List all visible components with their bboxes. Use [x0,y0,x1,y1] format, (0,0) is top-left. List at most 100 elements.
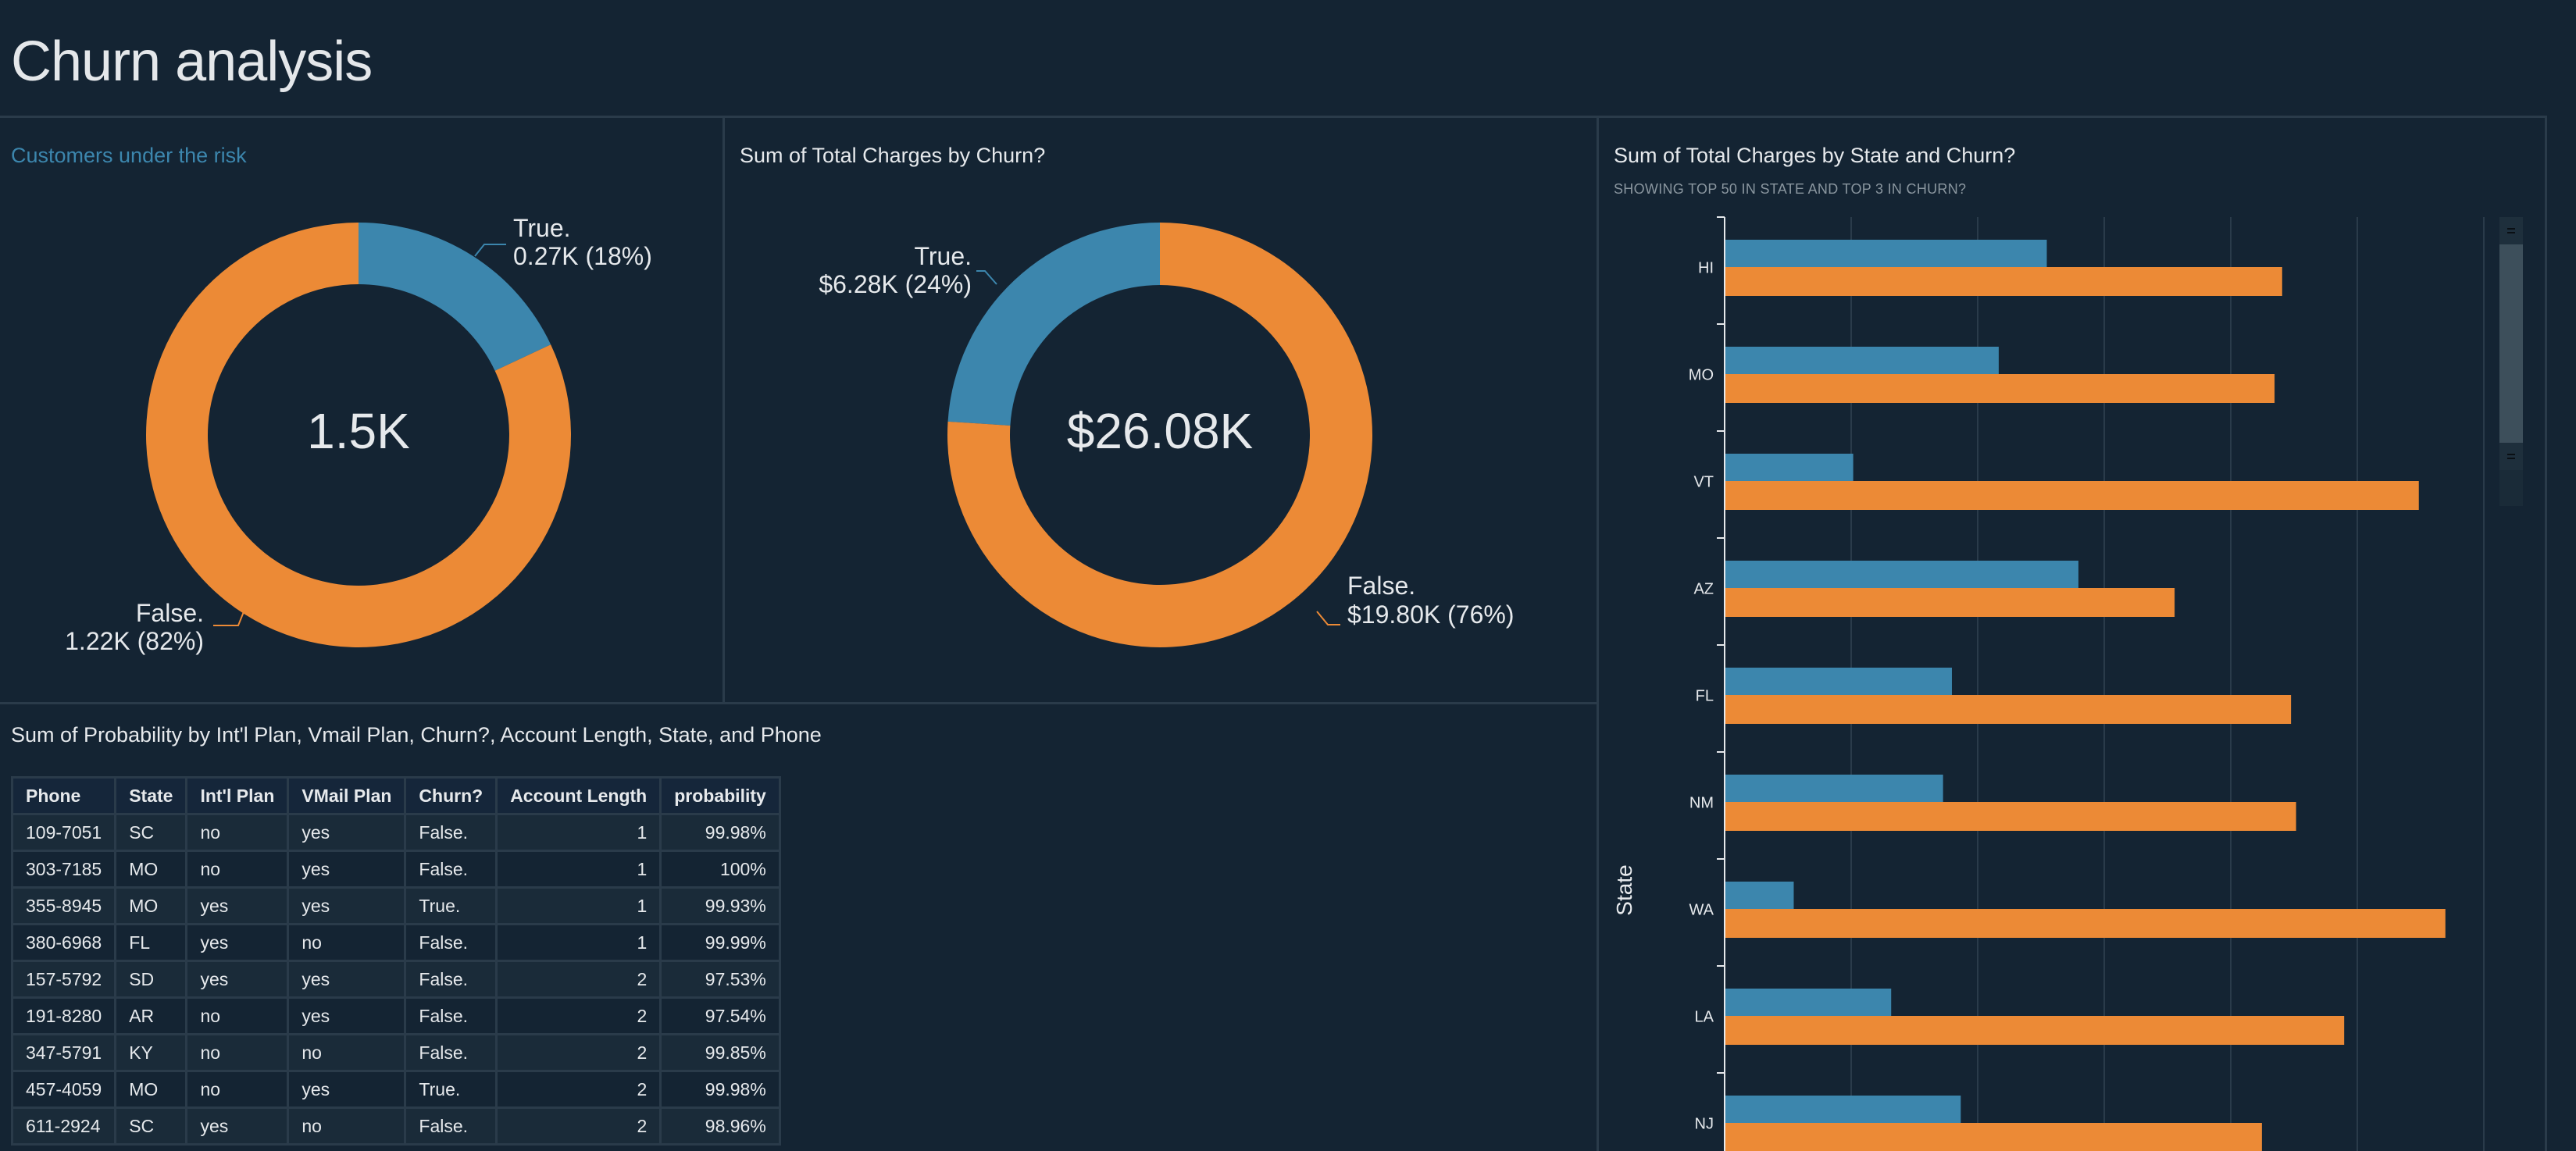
column-header-probability[interactable]: probability [659,776,781,815]
donut-slice-false[interactable] [947,223,1373,647]
chart-scrollbar[interactable] [2499,217,2523,506]
bar-az-false[interactable] [1725,588,2175,617]
table-cell: 97.54% [659,996,781,1035]
bar-fl-false[interactable] [1725,695,2292,724]
bar-la-false[interactable] [1725,1016,2345,1045]
table-cell: yes [287,886,407,925]
slice-label-name: False. [136,599,204,627]
leader-line-false [213,609,245,626]
y-tick-label: LA [1695,1008,1714,1025]
table-row[interactable]: 109-7051 SC no yes False. 1 99.98% [10,813,781,852]
table-cell: 2 [495,1033,662,1072]
divider-top [0,116,2547,118]
bar-mo-false[interactable] [1725,374,2275,403]
table-row[interactable]: 380-6968 FL yes no False. 1 99.99% [10,923,781,962]
table-row[interactable]: 611-2924 SC yes no False. 2 98.96% [10,1106,781,1146]
table-row[interactable]: 157-5792 SD yes yes False. 2 97.53% [10,960,781,999]
table-row[interactable]: 347-5791 KY no no False. 2 99.85% [10,1033,781,1072]
bar-wa-false[interactable] [1725,909,2446,938]
table-cell: 99.93% [659,886,781,925]
table-cell: 303-7185 [10,850,117,889]
table-cell: no [185,1070,290,1109]
table-cell: no [185,1033,290,1072]
scrollbar-thumb[interactable] [2499,244,2523,443]
y-axis-label: State [1612,864,1636,915]
bar-nj-true[interactable] [1725,1096,1961,1124]
table-cell: False. [404,960,498,999]
column-header-phone[interactable]: Phone [10,776,117,815]
donut-slice-true[interactable] [359,223,551,371]
table-row[interactable]: 457-4059 MO no yes True. 2 99.98% [10,1070,781,1109]
table-cell: True. [404,886,498,925]
scrollbar-top-handle[interactable] [2499,217,2523,244]
slice-label-value: 0.27K (18%) [513,242,652,270]
table-cell: SC [114,813,188,852]
bar-nm-false[interactable] [1725,802,2296,831]
table-cell: 2 [495,960,662,999]
table-cell: yes [287,960,407,999]
column-header-churn[interactable]: Churn? [404,776,498,815]
table-cell: 99.98% [659,813,781,852]
y-tick-label: FL [1696,687,1714,704]
bar-vt-false[interactable] [1725,481,2419,510]
table-cell: 2 [495,1106,662,1146]
bar-az-true[interactable] [1725,561,2078,590]
bar-la-true[interactable] [1725,989,1892,1017]
table-cell: MO [114,886,188,925]
table-row[interactable]: 303-7185 MO no yes False. 1 100% [10,850,781,889]
donut-center-value: 1.5K [307,403,410,459]
donut-slice-true[interactable] [947,223,1160,426]
y-tick-label: HI [1698,259,1714,276]
table-header-row: Phone State Int'l Plan VMail Plan Churn?… [10,776,781,815]
table-cell: no [185,996,290,1035]
divider-right-panel [1597,116,1599,1151]
leader-line-true [976,270,997,285]
table-cell: SD [114,960,188,999]
leader-line-true [474,244,506,257]
bar-hi-true[interactable] [1725,240,2047,269]
divider-table [0,702,1598,704]
slice-label-name: True. [915,242,972,270]
table-cell: False. [404,996,498,1035]
table-cell: 1 [495,923,662,962]
table-cell: MO [114,850,188,889]
y-tick-label: MO [1689,366,1714,383]
bar-nm-true[interactable] [1725,775,1943,804]
scrollbar-bottom-handle[interactable] [2499,443,2523,470]
table-cell: yes [185,960,290,999]
table-cell: yes [185,1106,290,1146]
bar-nj-false[interactable] [1725,1123,2262,1151]
table-cell: False. [404,1106,498,1146]
bar-fl-true[interactable] [1725,668,1952,697]
bar-mo-true[interactable] [1725,347,1999,376]
bar-wa-true[interactable] [1725,882,1794,910]
table-cell: False. [404,813,498,852]
table-cell: 2 [495,1070,662,1109]
panel-title: Sum of Total Charges by Churn? [740,144,1046,167]
column-header-vmail-plan[interactable]: VMail Plan [287,776,407,815]
column-header-state[interactable]: State [114,776,188,815]
table-cell: False. [404,1033,498,1072]
bar-hi-false[interactable] [1725,267,2282,296]
slice-label-name: False. [1347,572,1415,600]
table-cell: MO [114,1070,188,1109]
column-header-account-length[interactable]: Account Length [495,776,662,815]
panel-title: Sum of Probability by Int'l Plan, Vmail … [11,723,822,747]
table-cell: 100% [659,850,781,889]
divider-right-edge [2545,116,2547,1151]
table-cell: yes [287,850,407,889]
table-cell: AR [114,996,188,1035]
column-header-intl-plan[interactable]: Int'l Plan [185,776,290,815]
table-cell: False. [404,923,498,962]
y-tick-label: NM [1689,794,1714,811]
bar-vt-true[interactable] [1725,454,1854,483]
table-cell: 99.85% [659,1033,781,1072]
table-cell: 355-8945 [10,886,117,925]
table-cell: no [185,850,290,889]
leader-line-false [1316,611,1340,625]
table-row[interactable]: 191-8280 AR no yes False. 2 97.54% [10,996,781,1035]
table-cell: yes [287,1070,407,1109]
table-row[interactable]: 355-8945 MO yes yes True. 1 99.93% [10,886,781,925]
y-tick-label: WA [1689,901,1714,918]
donut-center-value: $26.08K [1067,403,1253,459]
